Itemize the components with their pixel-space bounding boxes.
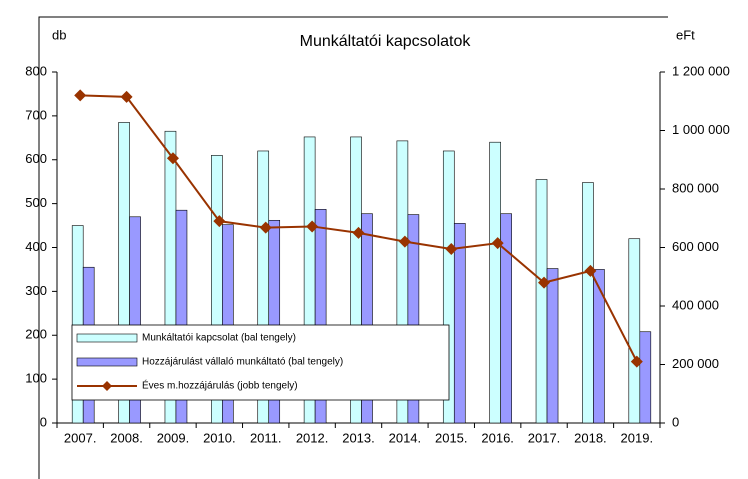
y2-tick-label: 0: [672, 414, 679, 429]
bar: [593, 269, 605, 424]
y-tick-label: 0: [40, 414, 47, 429]
y-tick-label: 300: [25, 283, 47, 298]
x-tick-label: 2016.: [481, 430, 514, 445]
x-tick-label: 2013.: [342, 430, 375, 445]
bar: [546, 268, 559, 424]
y-tick-label: 800: [25, 63, 47, 78]
bar: [222, 224, 234, 424]
bar: [582, 182, 594, 424]
line-marker: [491, 237, 504, 250]
x-tick-label: 2011.: [250, 430, 282, 445]
line-marker: [213, 215, 226, 228]
line-marker: [445, 242, 458, 255]
x-tick-label: 2014.: [389, 430, 422, 445]
y-tick-label: 600: [25, 151, 47, 166]
y2-axis-label: eFt: [676, 27, 695, 42]
bar: [628, 238, 641, 424]
y-tick-label: 500: [25, 195, 47, 210]
bar: [361, 213, 373, 424]
y-tick-label: 200: [25, 327, 47, 342]
line-marker: [352, 226, 365, 239]
bar: [268, 219, 281, 424]
line-marker: [166, 152, 179, 165]
line-marker: [306, 220, 319, 233]
legend-swatch: [76, 333, 138, 343]
x-tick-label: 2017.: [528, 430, 561, 445]
x-tick-label: 2012.: [296, 430, 329, 445]
bar: [639, 331, 652, 424]
bar: [129, 216, 141, 424]
bar: [175, 209, 188, 424]
legend-swatch: [76, 357, 138, 367]
bar: [489, 141, 501, 424]
line-marker: [120, 90, 133, 103]
y2-tick-label: 600 000: [672, 239, 719, 254]
line-marker: [398, 235, 411, 248]
line-marker: [259, 221, 272, 234]
line-marker: [630, 355, 643, 368]
line-marker: [74, 89, 87, 102]
y2-tick-label: 200 000: [672, 356, 719, 371]
y2-tick-label: 400 000: [672, 297, 719, 312]
bar: [535, 179, 548, 424]
y2-tick-label: 800 000: [672, 180, 719, 195]
x-tick-label: 2009.: [157, 430, 190, 445]
chart-title: Munkáltatói kapcsolatok: [300, 33, 472, 50]
y2-tick-label: 1 200 000: [672, 63, 730, 78]
y-tick-label: 400: [25, 239, 47, 254]
bar: [314, 209, 327, 424]
line-marker: [538, 276, 551, 289]
x-tick-label: 2015.: [435, 430, 468, 445]
x-tick-label: 2007.: [64, 430, 97, 445]
x-tick-label: 2010.: [203, 430, 236, 445]
x-tick-label: 2018.: [574, 430, 607, 445]
legend-label: Éves m.hozzájárulás (jobb tengely): [142, 379, 298, 392]
line-marker: [584, 264, 597, 277]
x-tick-label: 2008.: [110, 430, 143, 445]
y2-tick-label: 1 000 000: [672, 122, 730, 137]
bar: [453, 223, 466, 424]
bar: [407, 214, 420, 424]
legend-label: Hozzájárulást vállaló munkáltató (bal te…: [142, 357, 343, 368]
legend-marker: [102, 381, 112, 391]
x-tick-label: 2019.: [621, 430, 654, 445]
bar: [500, 213, 512, 424]
frame: [38, 16, 668, 479]
y-axis-label: db: [52, 27, 66, 42]
y-tick-label: 700: [25, 107, 47, 122]
legend-label: Munkáltatói kapcsolat (bal tengely): [142, 333, 296, 344]
y-tick-label: 100: [25, 371, 47, 386]
